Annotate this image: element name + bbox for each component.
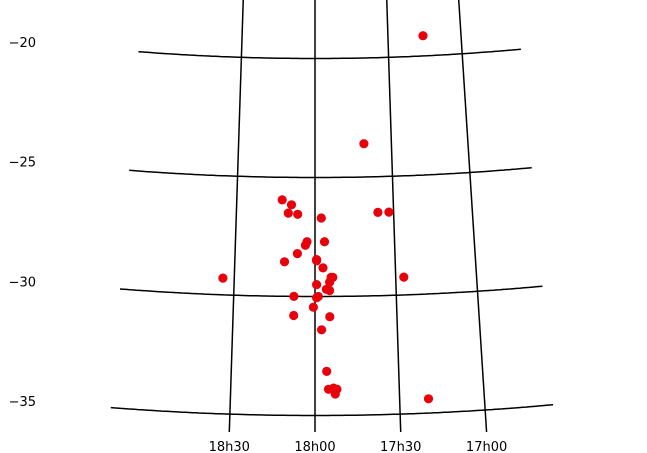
- data-point: [423, 394, 434, 404]
- data-point: [325, 312, 335, 322]
- data-point: [218, 273, 228, 283]
- data-point: [286, 200, 297, 210]
- data-point: [312, 280, 322, 290]
- y-tick-label: −25: [9, 156, 36, 171]
- dec-grid-line: [129, 166, 532, 179]
- data-point: [318, 263, 328, 273]
- data-point: [316, 213, 326, 223]
- ra-grid-line: [386, 0, 402, 432]
- data-point: [293, 209, 303, 219]
- data-point: [283, 208, 293, 218]
- dec-grid-line: [138, 48, 521, 60]
- x-tick-label: 18h00: [294, 440, 335, 453]
- data-point: [279, 257, 290, 267]
- data-point: [322, 366, 332, 376]
- coordinate-grid: [110, 0, 554, 432]
- data-point: [384, 207, 394, 217]
- tick-labels: −20 −25 −30 −35 18h30 18h00 17h30 17h00: [9, 36, 508, 453]
- data-point: [399, 272, 409, 282]
- y-tick-label: −20: [9, 36, 36, 51]
- data-points: [218, 31, 434, 404]
- data-point: [312, 256, 322, 266]
- data-point: [325, 277, 335, 287]
- data-point: [373, 207, 383, 217]
- dec-grid-line: [110, 403, 554, 417]
- data-point: [325, 285, 335, 296]
- data-point: [317, 325, 327, 335]
- ra-grid-line: [228, 0, 244, 432]
- data-point: [308, 302, 318, 312]
- data-point: [330, 389, 340, 399]
- y-tick-label: −35: [9, 395, 36, 410]
- x-tick-label: 18h30: [209, 440, 250, 453]
- x-tick-label: 17h00: [466, 440, 507, 453]
- y-tick-label: −30: [9, 276, 36, 291]
- data-point: [418, 31, 428, 41]
- dec-grid-line: [119, 285, 543, 298]
- x-tick-label: 17h30: [380, 440, 421, 453]
- data-point: [292, 249, 302, 259]
- data-point: [319, 237, 330, 247]
- ra-grid-line: [457, 0, 488, 432]
- data-point: [312, 293, 322, 303]
- data-point: [277, 195, 287, 205]
- data-point: [289, 291, 299, 301]
- data-point: [289, 310, 299, 321]
- data-point: [300, 240, 310, 250]
- data-point: [359, 139, 369, 149]
